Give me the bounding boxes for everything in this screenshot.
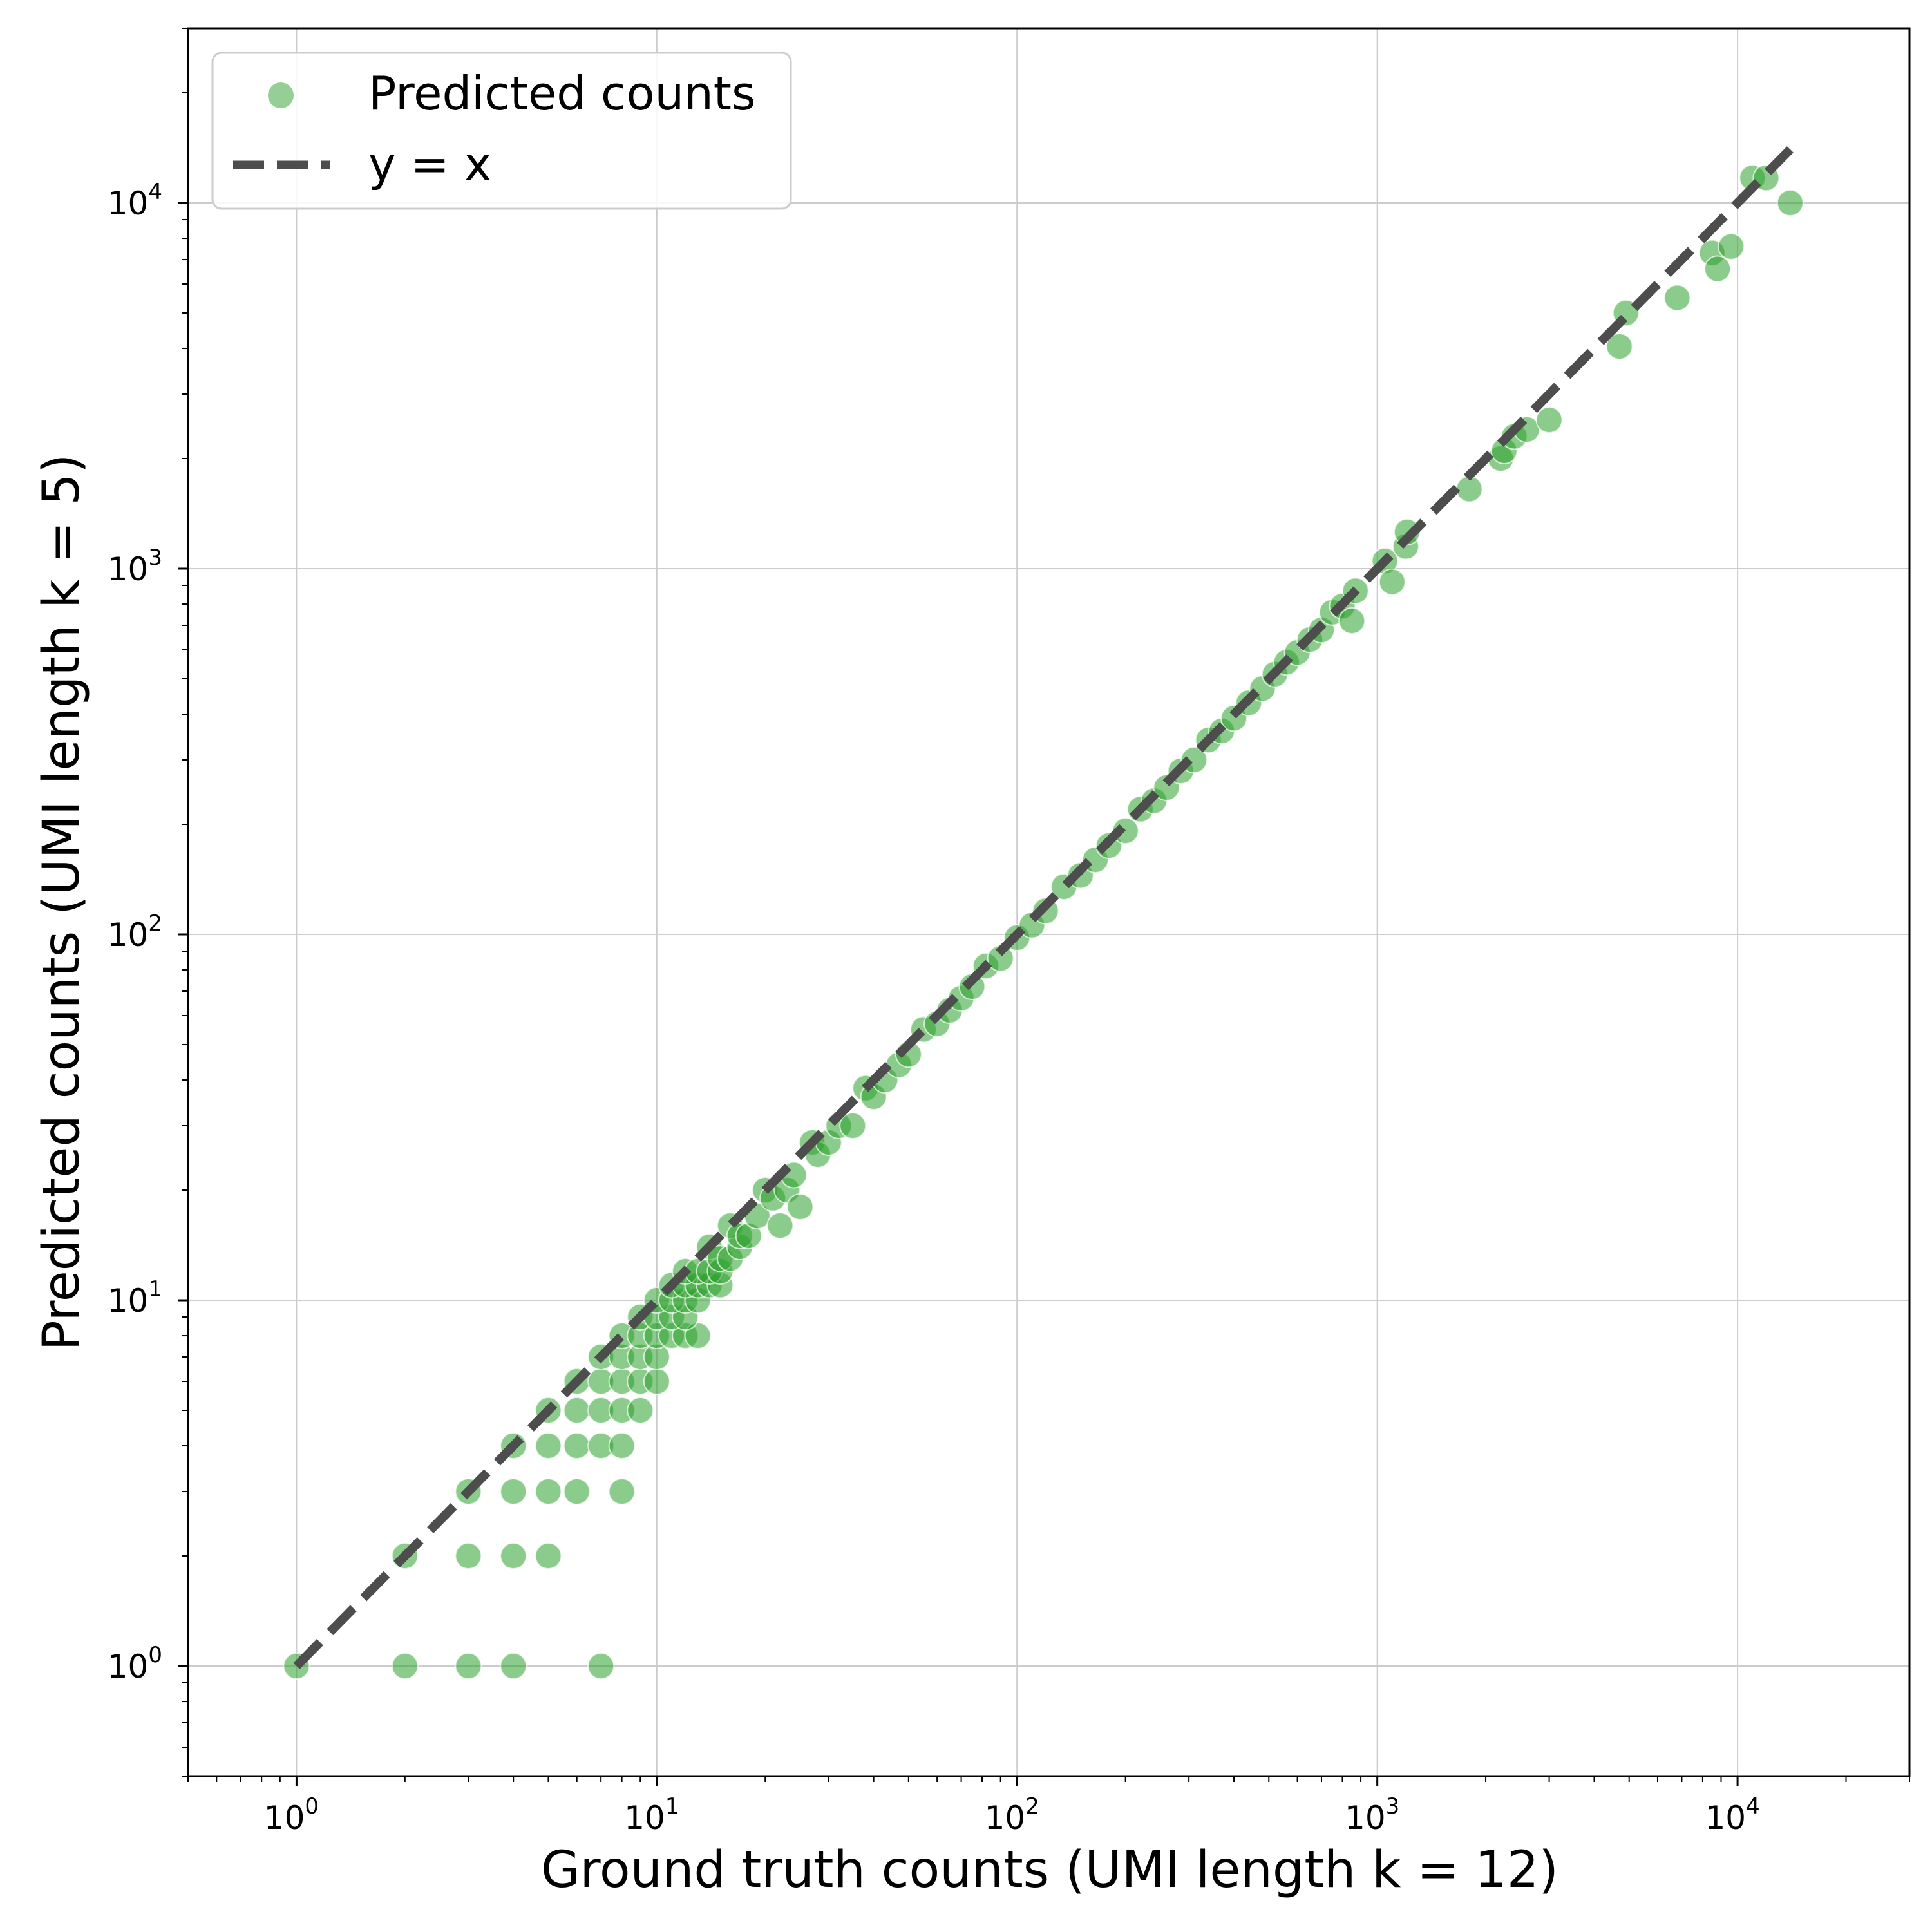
x-tick-label: 102 <box>985 1794 1039 1837</box>
x-tick-label: 103 <box>1345 1794 1399 1837</box>
data-point <box>535 1478 562 1506</box>
data-point <box>455 1542 482 1570</box>
data-points <box>283 164 1804 1680</box>
data-point <box>684 1322 712 1350</box>
legend-label-predicted: Predicted counts <box>368 66 756 120</box>
legend-label-identity: y = x <box>368 137 491 191</box>
data-point <box>766 1212 794 1240</box>
data-point <box>786 1193 814 1221</box>
x-tick-label: 101 <box>624 1794 679 1837</box>
data-point <box>608 1432 636 1460</box>
data-point <box>1718 232 1745 260</box>
data-point <box>1776 189 1804 217</box>
x-tick-label: 100 <box>264 1794 319 1837</box>
data-point <box>839 1112 867 1140</box>
data-point <box>1663 284 1691 312</box>
data-point <box>563 1432 591 1460</box>
data-point <box>391 1653 419 1680</box>
legend: Predicted counts y = x <box>211 52 792 210</box>
data-point <box>500 1542 527 1570</box>
data-point <box>1704 255 1732 283</box>
x-tick-label: 104 <box>1705 1794 1759 1837</box>
data-point <box>535 1542 562 1570</box>
data-point <box>608 1478 636 1506</box>
y-tick-label: 103 <box>108 545 162 588</box>
data-point <box>535 1432 562 1460</box>
plot-frame <box>187 27 1911 1777</box>
y-axis-label: Predicted counts (UMI length k = 5) <box>33 454 91 1351</box>
reference-line-layer <box>293 146 1794 1669</box>
data-point <box>1535 406 1563 434</box>
data-point <box>563 1478 591 1506</box>
data-point <box>500 1478 527 1506</box>
data-point <box>563 1396 591 1424</box>
data-point <box>455 1653 482 1680</box>
legend-box <box>211 52 792 210</box>
y-tick-label: 101 <box>108 1276 162 1320</box>
data-point <box>643 1368 670 1396</box>
data-point <box>587 1653 615 1680</box>
y-tick-label: 102 <box>108 911 162 954</box>
y-tick-label: 104 <box>108 179 162 222</box>
data-point <box>1455 475 1483 503</box>
data-point <box>500 1653 527 1680</box>
reference-line-y-equals-x <box>293 146 1794 1669</box>
data-point <box>627 1396 654 1424</box>
y-tick-label: 100 <box>108 1642 162 1685</box>
legend-point-marker <box>268 82 294 108</box>
data-point <box>1338 607 1366 635</box>
x-axis-label: Ground truth counts (UMI length k = 12) <box>541 1841 1558 1899</box>
data-point <box>1605 332 1633 360</box>
data-point <box>1378 568 1406 596</box>
